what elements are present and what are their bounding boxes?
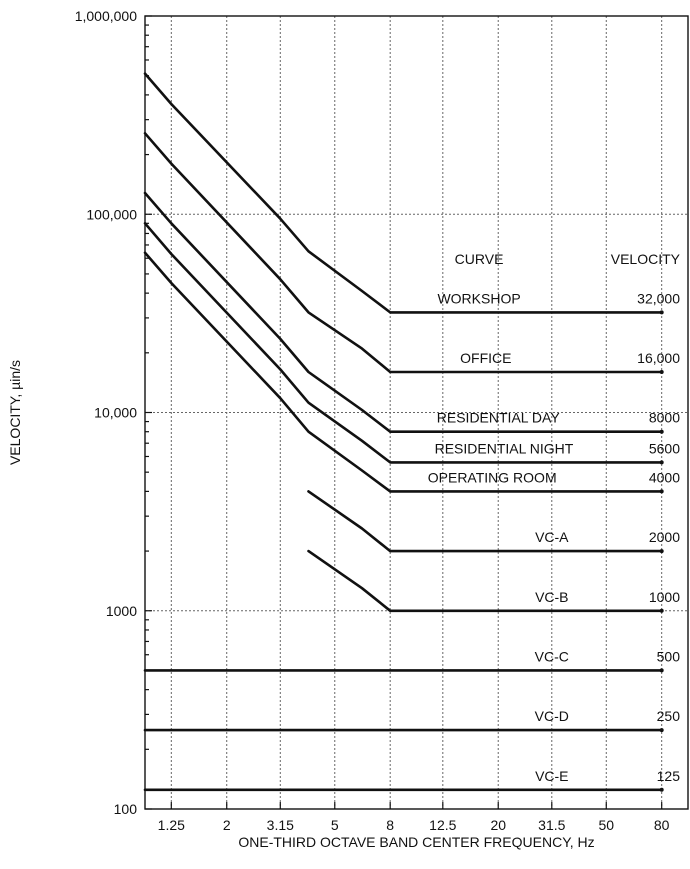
- criteria-curves: WORKSHOP 32,000 OFFICE 16,000 RESIDENTIAL DA…: [143, 72, 681, 792]
- x-tick-label: 8: [386, 817, 394, 833]
- curve-endpoint: [659, 370, 664, 375]
- curve-endpoint: [659, 668, 664, 673]
- y-tick-label: 100,000: [86, 206, 137, 222]
- curve-endpoint: [659, 460, 664, 465]
- axes: VELOCITY, µin/s ONE-THIRD OCTAVE BAND CE…: [7, 8, 670, 850]
- curve-velocity-label: 2000: [649, 529, 680, 545]
- x-tick-label: 5: [331, 817, 339, 833]
- x-tick-label: 50: [598, 817, 614, 833]
- curve-name-label: VC-A: [535, 529, 569, 545]
- header-velocity: VELOCITY: [611, 251, 681, 267]
- criterion-curve: [143, 222, 664, 464]
- curve-name-label: OFFICE: [460, 350, 511, 366]
- curve-name-label: WORKSHOP: [437, 290, 520, 306]
- x-axis-title: ONE-THIRD OCTAVE BAND CENTER FREQUENCY, …: [238, 834, 594, 850]
- curve-velocity-label: 125: [657, 768, 681, 784]
- x-tick-label: 31.5: [538, 817, 565, 833]
- plot-frame: [144, 15, 689, 810]
- curve-velocity-label: 32,000: [637, 290, 680, 306]
- criterion-curve: [143, 191, 664, 434]
- curve-endpoint: [659, 429, 664, 434]
- curve-name-label: RESIDENTIAL DAY: [437, 410, 561, 426]
- curve-velocity-label: 250: [657, 708, 681, 724]
- curve-velocity-label: 1000: [649, 589, 680, 605]
- y-tick-label: 1000: [106, 603, 137, 619]
- curve-name-label: VC-C: [535, 648, 569, 664]
- curve-endpoint: [659, 489, 664, 494]
- curve-endpoint: [659, 787, 664, 792]
- y-tick-label: 1,000,000: [75, 8, 137, 24]
- curve-endpoint: [659, 549, 664, 554]
- curve-endpoint: [659, 608, 664, 613]
- curve-velocity-label: 8000: [649, 410, 680, 426]
- grid-lines: [145, 16, 688, 809]
- y-axis-title: VELOCITY, µin/s: [7, 360, 23, 465]
- curve-name-label: VC-B: [535, 589, 568, 605]
- curve-name-label: VC-E: [535, 768, 568, 784]
- x-tick-label: 2: [223, 817, 231, 833]
- curve-velocity-label: 5600: [649, 440, 680, 456]
- criterion-curve: [143, 72, 664, 314]
- header-curve: CURVE: [455, 251, 504, 267]
- curve-name-label: VC-D: [535, 708, 569, 724]
- criterion-curve: [143, 251, 664, 493]
- curve-velocity-label: 16,000: [637, 350, 680, 366]
- x-tick-label: 3.15: [267, 817, 294, 833]
- curve-endpoint: [659, 728, 664, 733]
- x-tick-label: 12.5: [429, 817, 456, 833]
- x-tick-label: 80: [654, 817, 670, 833]
- curve-velocity-label: 4000: [649, 469, 680, 485]
- curve-name-label: OPERATING ROOM: [428, 469, 557, 485]
- criterion-curve: [307, 549, 664, 613]
- curve-velocity-label: 500: [657, 648, 681, 664]
- y-tick-label: 10,000: [94, 405, 137, 421]
- criterion-curve: [143, 132, 664, 374]
- x-tick-label: 1.25: [158, 817, 185, 833]
- x-tick-label: 20: [490, 817, 506, 833]
- curve-endpoint: [659, 310, 664, 315]
- y-tick-label: 100: [114, 801, 138, 817]
- criterion-curve: [307, 490, 664, 553]
- curve-name-label: RESIDENTIAL NIGHT: [435, 440, 574, 456]
- curve-table-header: CURVE VELOCITY: [455, 251, 681, 267]
